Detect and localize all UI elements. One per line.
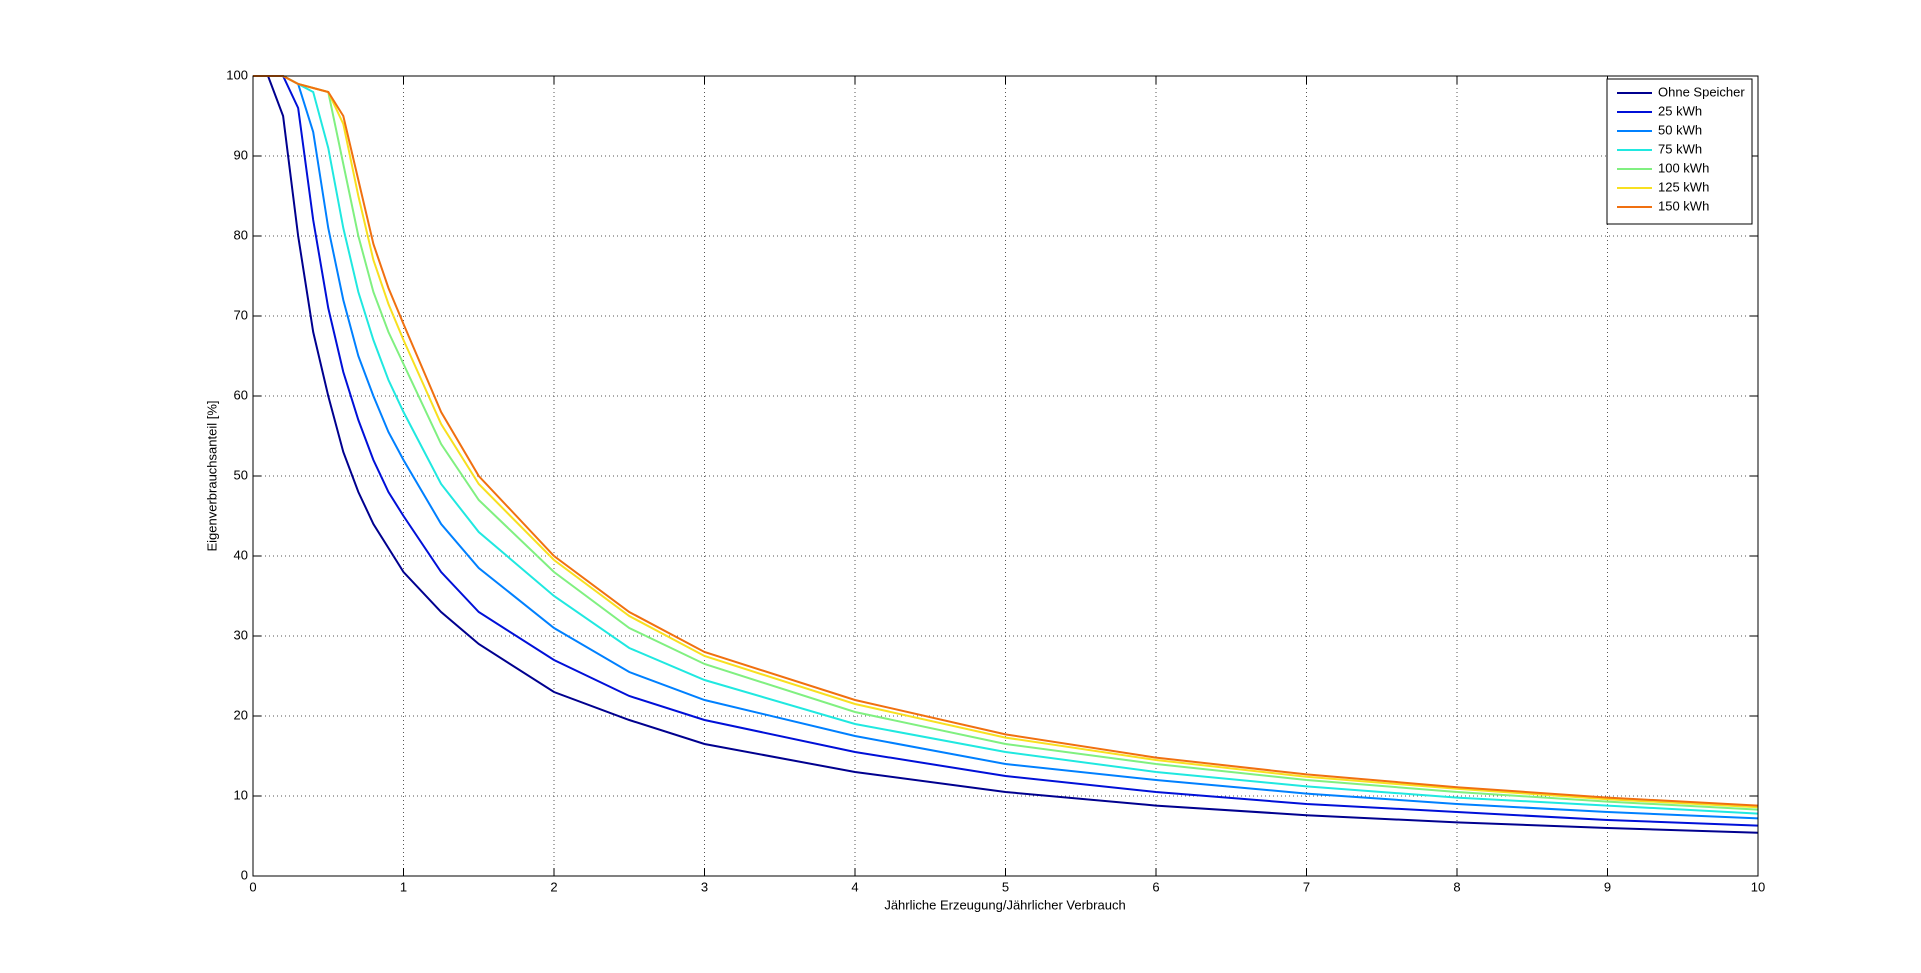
y-axis-label: Eigenverbrauchsanteil [%] — [204, 400, 219, 551]
x-tick-label: 0 — [249, 879, 256, 894]
y-tick-label: 0 — [241, 867, 248, 882]
y-tick-label: 20 — [234, 707, 248, 722]
x-tick-label: 1 — [400, 879, 407, 894]
legend-box — [1606, 78, 1753, 225]
x-tick-label: 6 — [1152, 879, 1159, 894]
legend-label: 50 kWh — [1658, 122, 1702, 137]
x-tick-label: 4 — [851, 879, 858, 894]
x-tick-label: 3 — [701, 879, 708, 894]
legend-label: 75 kWh — [1658, 141, 1702, 156]
series-line — [253, 75, 1759, 834]
x-tick-label: 9 — [1604, 879, 1611, 894]
legend-label: Ohne Speicher — [1658, 84, 1745, 99]
y-tick-label: 90 — [234, 147, 248, 162]
legend-label: 100 kWh — [1658, 160, 1709, 175]
series-line — [253, 75, 1759, 827]
x-tick-label: 10 — [1751, 879, 1765, 894]
plot-frame — [252, 75, 1759, 877]
series-line — [253, 75, 1759, 815]
y-tick-label: 70 — [234, 307, 248, 322]
series-line — [253, 75, 1759, 807]
y-tick-label: 10 — [234, 787, 248, 802]
legend-label: 150 kWh — [1658, 198, 1709, 213]
y-tick-label: 80 — [234, 227, 248, 242]
y-tick-label: 100 — [226, 67, 248, 82]
y-tick-label: 30 — [234, 627, 248, 642]
x-tick-label: 5 — [1002, 879, 1009, 894]
legend-label: 25 kWh — [1658, 103, 1702, 118]
x-tick-label: 2 — [550, 879, 557, 894]
legend-label: 125 kWh — [1658, 179, 1709, 194]
x-axis-label: Jährliche Erzeugung/Jährlicher Verbrauch — [884, 897, 1125, 912]
y-tick-label: 40 — [234, 547, 248, 562]
x-tick-label: 8 — [1453, 879, 1460, 894]
series-line — [253, 75, 1759, 820]
y-tick-label: 60 — [234, 387, 248, 402]
x-tick-label: 7 — [1303, 879, 1310, 894]
y-tick-label: 50 — [234, 467, 248, 482]
